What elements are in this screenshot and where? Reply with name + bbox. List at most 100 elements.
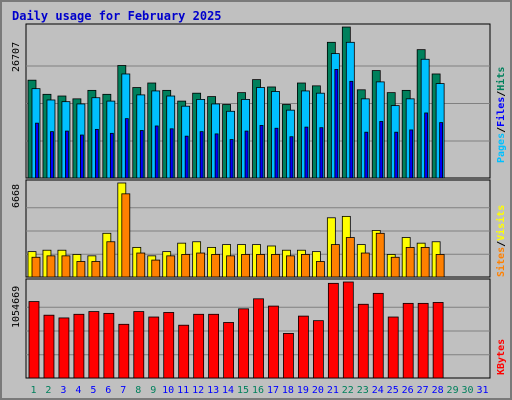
pages-bar: [394, 131, 399, 179]
kbytes-bar: [178, 324, 190, 379]
pages-bar: [154, 125, 159, 179]
pages-bar: [109, 132, 114, 179]
chart-title: Daily usage for February 2025: [12, 9, 222, 23]
sites-bar: [211, 254, 221, 278]
sites-bar: [136, 252, 146, 278]
kbytes-bar: [417, 302, 429, 379]
kbytes-bar: [73, 313, 85, 379]
kbytes-bar: [268, 305, 279, 379]
sites-bar: [106, 241, 116, 278]
pages-bar: [304, 126, 309, 179]
sites-bar: [226, 255, 235, 278]
day-label: 3: [60, 385, 66, 396]
day-label: 14: [222, 385, 234, 396]
pages-bar: [214, 133, 219, 179]
day-label: 29: [447, 385, 459, 396]
kbytes-bar: [133, 311, 145, 379]
day-label: 30: [462, 385, 474, 396]
day-label: 7: [120, 385, 126, 396]
sites-bar: [166, 255, 176, 278]
day-label: 31: [476, 385, 488, 396]
sites-bar: [181, 254, 191, 278]
pages-bar: [80, 134, 84, 179]
day-label: 17: [267, 385, 279, 396]
day-label: 24: [372, 385, 384, 396]
sites-bar: [286, 255, 295, 278]
kbytes-bar: [118, 323, 130, 379]
day-label: 28: [432, 385, 444, 396]
sites-bar: [31, 256, 41, 278]
kbytes-bar: [312, 320, 324, 379]
day-label: 20: [312, 385, 324, 396]
day-label: 21: [327, 385, 339, 396]
sites-bar: [241, 254, 250, 278]
kbytes-bar: [253, 298, 264, 379]
sites-bar: [61, 255, 71, 278]
pages-bar: [50, 131, 54, 179]
pages-bar: [379, 121, 384, 179]
day-label: 8: [135, 385, 141, 396]
pages-bar: [184, 135, 189, 179]
pages-bar: [259, 125, 264, 179]
pages-bar: [289, 136, 294, 179]
day-label: 9: [150, 385, 156, 396]
pages-bar: [334, 69, 339, 179]
sites-bar: [76, 261, 86, 278]
kbytes-bar: [283, 332, 294, 379]
sites-bar: [301, 254, 310, 278]
sites-bar: [315, 261, 325, 278]
kbytes-bar: [238, 308, 249, 379]
sites-bar: [256, 254, 265, 278]
day-label: 18: [282, 385, 294, 396]
kbytes-bar: [88, 311, 100, 379]
sites-bar: [375, 232, 385, 278]
sites-bar: [345, 237, 355, 278]
day-label: 23: [357, 385, 369, 396]
sites-bar: [360, 252, 370, 278]
pages-bar: [439, 122, 444, 179]
pages-bar: [139, 130, 144, 179]
day-label: 5: [90, 385, 96, 396]
sites-bar: [121, 193, 131, 278]
pages-bar: [35, 122, 39, 179]
sites-bar: [46, 255, 56, 278]
sites-bar: [420, 246, 430, 278]
day-label: 1: [30, 385, 36, 396]
kbytes-bar: [402, 302, 414, 379]
kbytes-bar: [148, 316, 160, 379]
day-label: 19: [297, 385, 309, 396]
pages-bar: [349, 80, 354, 179]
sites-bar: [271, 254, 280, 278]
pages-bar: [124, 118, 129, 179]
sites-bar: [390, 256, 400, 278]
day-label: 27: [417, 385, 429, 396]
kbytes-bar: [223, 322, 234, 379]
kbytes-bar: [58, 317, 70, 379]
kbytes-bar: [432, 302, 444, 379]
kbytes-bar: [163, 312, 175, 379]
day-label: 15: [237, 385, 249, 396]
kbytes-bar: [298, 315, 309, 379]
sites-bar: [405, 246, 415, 278]
pages-bar: [65, 130, 69, 179]
kbytes-bar: [193, 313, 205, 379]
sites-bar: [151, 259, 161, 278]
kbytes-bar: [28, 301, 40, 379]
pages-bar: [274, 127, 279, 179]
day-label: 16: [252, 385, 264, 396]
kbytes-bar: [372, 292, 384, 379]
pages-bar: [94, 128, 99, 179]
kbytes-bar: [387, 316, 399, 379]
pages-bar: [169, 128, 174, 179]
day-label: 26: [402, 385, 414, 396]
day-label: 2: [45, 385, 51, 396]
pages-bar: [199, 131, 204, 179]
sites-bar: [91, 261, 101, 278]
kbytes-bar: [103, 312, 115, 379]
day-label: 13: [207, 385, 219, 396]
sites-bar: [330, 244, 340, 278]
kbytes-bar: [357, 303, 369, 379]
sites-bar: [196, 252, 206, 278]
pages-bar: [319, 127, 324, 179]
